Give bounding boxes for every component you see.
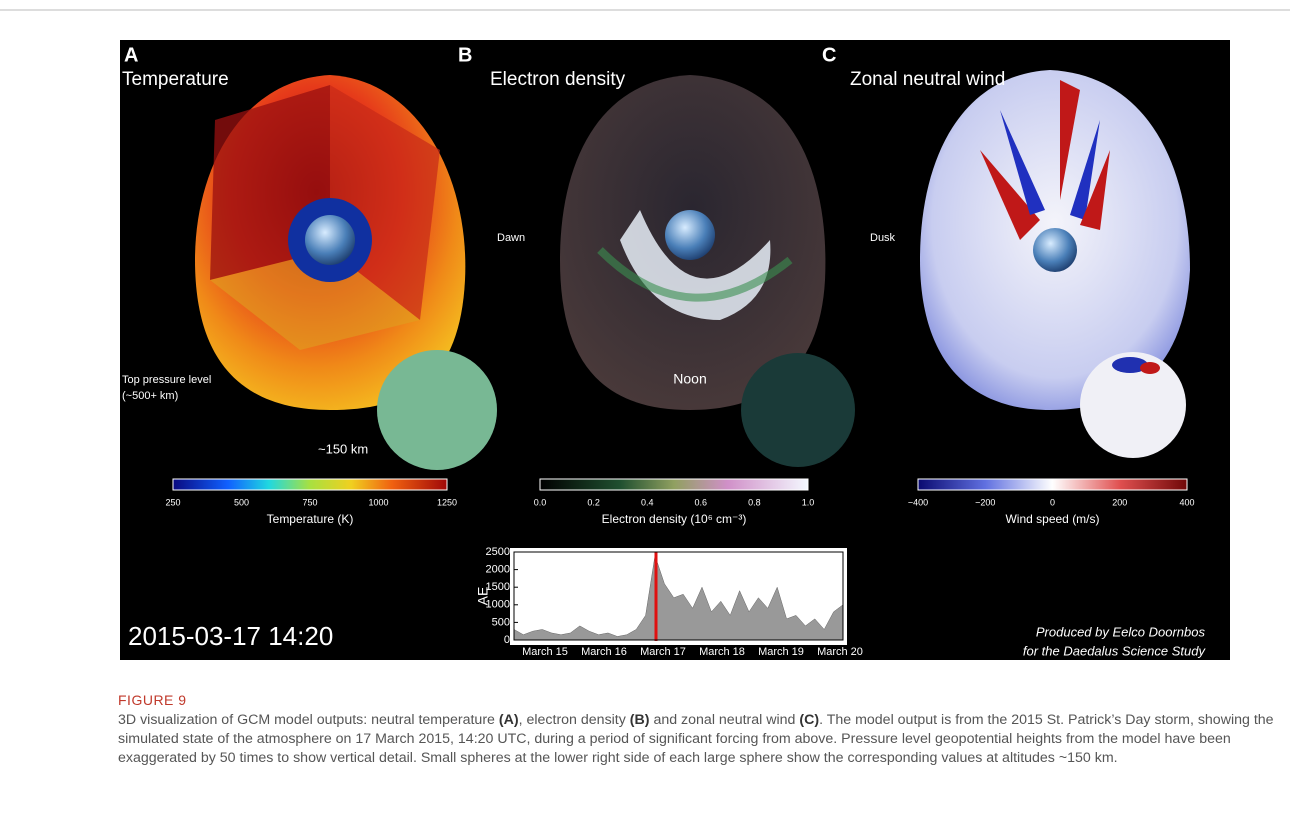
y-tick-label: 2000: [486, 564, 510, 576]
ae-area: [514, 555, 843, 641]
panel-letter: C: [822, 44, 836, 66]
colorbar-tick-label: 0: [1050, 497, 1055, 507]
colorbar-tick-label: 1.0: [802, 497, 815, 507]
caption-text: and zonal neutral wind: [649, 712, 800, 728]
annotation: (~500+ km): [122, 390, 178, 402]
colorbar: [917, 478, 1188, 491]
colorbar-tick-label: 400: [1179, 497, 1194, 507]
y-tick-label: 0: [504, 634, 510, 646]
colorbar-tick-label: 1250: [437, 497, 457, 507]
x-tick-label: March 20: [817, 646, 863, 658]
colorbar-tick-label: 0.6: [695, 497, 708, 507]
annotation: Dawn: [497, 232, 525, 244]
annotation: ~150 km: [318, 441, 368, 456]
panel-letter: A: [124, 44, 138, 66]
annotation: Top pressure level: [122, 374, 211, 386]
colorbar-tick-label: 0.4: [641, 497, 654, 507]
credit: Produced by Eelco Doornbos: [1036, 624, 1206, 639]
colorbar-label: Electron density (10⁶ cm⁻³): [602, 512, 747, 526]
caption-text: 3D visualization of GCM model outputs: n…: [118, 712, 499, 728]
annotation: Dusk: [870, 232, 896, 244]
caption-text: , electron density: [518, 712, 630, 728]
figure: A Temperature 250 500 750 1000 1250 Temperature…: [0, 9, 1290, 660]
temperature-sphere: [195, 75, 497, 470]
y-axis-label: AE: [475, 587, 491, 606]
colorbar-tick-label: 200: [1112, 497, 1127, 507]
caption-text: . The model output is from the 2015 St. …: [118, 712, 1274, 766]
panel-reference: (A): [498, 712, 519, 728]
panel-title: Temperature: [122, 69, 229, 90]
colorbar-tick-label: 250: [165, 497, 180, 507]
panel-title: Zonal neutral wind: [850, 69, 1005, 90]
x-tick-label: March 16: [581, 646, 627, 658]
ae-axes: [513, 551, 844, 641]
x-tick-label: March 17: [640, 646, 686, 658]
colorbar-tick-label: 500: [234, 497, 249, 507]
y-tick-label: 500: [492, 616, 510, 628]
colorbar-tick-label: −200: [975, 497, 995, 507]
figure-label: FIGURE 9: [118, 692, 187, 708]
colorbar-tick-label: −400: [908, 497, 928, 507]
panel-reference: (C): [799, 712, 820, 728]
x-tick-label: March 19: [758, 646, 804, 658]
colorbar-tick-label: 1000: [368, 497, 388, 507]
panel-title: Electron density: [490, 69, 626, 90]
colorbar-tick-label: 0.0: [534, 497, 547, 507]
y-tick-label: 2500: [486, 546, 510, 558]
x-tick-label: March 18: [699, 646, 745, 658]
electron-density-sphere: [560, 75, 855, 467]
annotation: Noon: [673, 371, 706, 387]
caption: 3D visualization of GCM model outputs: n…: [118, 711, 1288, 768]
colorbar-tick-label: 0.2: [587, 497, 600, 507]
y-tick-label: 1500: [486, 581, 510, 593]
colorbar-label: Temperature (K): [267, 512, 354, 526]
credit: for the Daedalus Science Study: [1023, 643, 1207, 658]
timestamp: 2015-03-17 14:20: [128, 621, 333, 651]
zonal-wind-sphere: [920, 70, 1190, 458]
panel-letter: B: [458, 44, 472, 66]
colorbar: [172, 478, 448, 491]
colorbar: [539, 478, 809, 491]
colorbar-tick-label: 0.8: [748, 497, 761, 507]
colorbar-tick-label: 750: [302, 497, 317, 507]
colorbar-label: Wind speed (m/s): [1005, 512, 1099, 526]
panel-reference: (B): [629, 712, 650, 728]
x-tick-label: March 15: [522, 646, 568, 658]
y-tick-label: 1000: [486, 599, 510, 611]
